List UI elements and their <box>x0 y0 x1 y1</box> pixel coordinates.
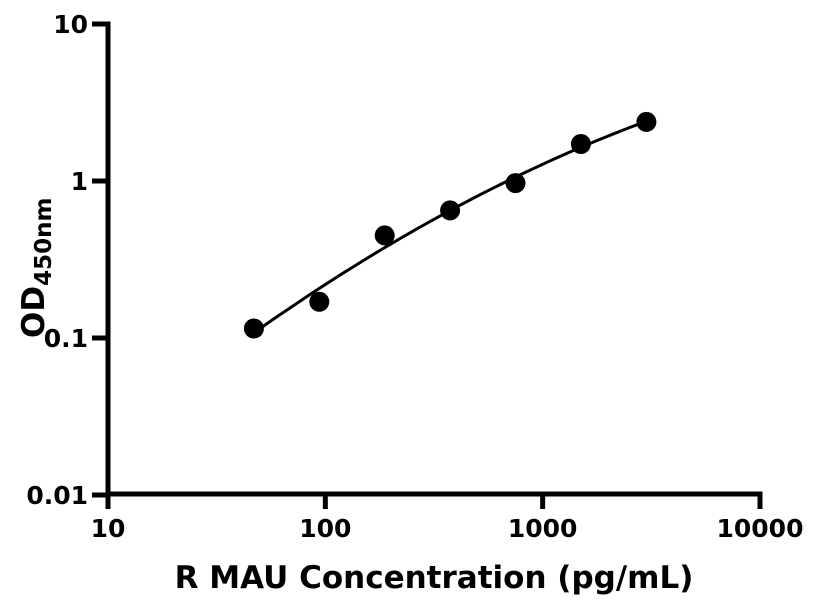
data-point-2 <box>374 225 395 246</box>
y-axis-title-main: OD <box>16 286 52 338</box>
data-point-3 <box>440 200 461 221</box>
y-tick-label-1: 1 <box>71 167 88 196</box>
x-tick-label-10000: 10000 <box>716 514 803 543</box>
axis-ticks: 10 100 1000 10000 10 1 0.1 0.01 <box>26 10 803 543</box>
x-tick-label-1000: 1000 <box>508 514 578 543</box>
y-tick-label-0.01: 0.01 <box>26 481 88 510</box>
y-axis-title: OD450nm <box>16 198 57 338</box>
data-points <box>243 111 657 339</box>
data-point-6 <box>636 111 657 132</box>
data-point-4 <box>505 173 526 194</box>
x-tick-label-100: 100 <box>299 514 351 543</box>
y-axis-title-subscript: 450nm <box>31 198 57 286</box>
data-point-5 <box>570 134 591 154</box>
data-point-1 <box>309 291 330 312</box>
x-axis-title: R MAU Concentration (pg/mL) <box>175 560 694 596</box>
data-point-0 <box>243 318 264 339</box>
x-tick-label-10: 10 <box>91 514 126 543</box>
y-tick-label-0.1: 0.1 <box>44 324 88 353</box>
y-tick-label-10: 10 <box>53 10 88 39</box>
